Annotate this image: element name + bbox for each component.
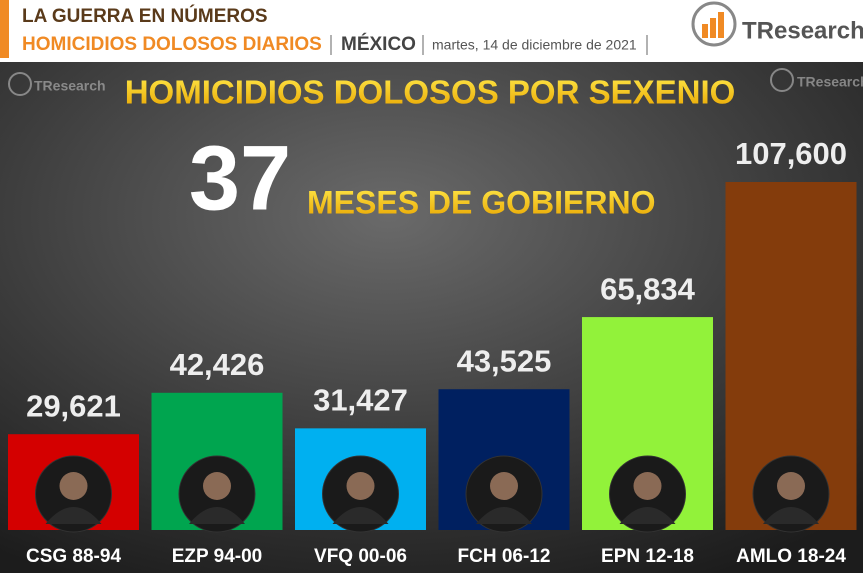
portrait-body: [189, 507, 245, 524]
portrait-body: [45, 507, 102, 524]
category-label: AMLO 18-24: [736, 546, 846, 567]
category-label: VFQ 00-06: [314, 546, 407, 567]
months-label: MESES DE GOBIERNO: [307, 184, 656, 220]
value-label: 29,621: [26, 388, 121, 423]
header-date: martes, 14 de diciembre de 2021: [432, 37, 637, 53]
portrait-body: [476, 507, 532, 524]
category-label: EPN 12-18: [601, 546, 694, 567]
chart-bg: [0, 62, 863, 573]
logo-icon: [691, 1, 737, 47]
portrait-head: [633, 472, 662, 500]
watermark: TResearch: [797, 74, 863, 90]
portrait-head: [490, 472, 518, 500]
months-number: 37: [189, 127, 291, 229]
chart-title: HOMICIDIOS DOLOSOS POR SEXENIO: [125, 74, 736, 111]
portrait-body: [332, 507, 389, 524]
header-subtitle: HOMICIDIOS DOLOSOS DIARIOS: [22, 34, 322, 55]
value-label: 43,525: [457, 343, 552, 378]
value-label: 107,600: [735, 136, 847, 171]
value-label: 65,834: [600, 271, 696, 306]
logo-text: TResearch: [742, 17, 863, 44]
header-location: MÉXICO: [341, 33, 416, 55]
watermark: TResearch: [34, 78, 106, 94]
header-accent: [0, 0, 9, 58]
portrait-head: [59, 472, 88, 500]
category-label: CSG 88-94: [26, 546, 121, 567]
category-label: EZP 94-00: [172, 546, 262, 567]
portrait-head: [346, 472, 375, 500]
value-label: 31,427: [313, 383, 408, 418]
watermark-icon: [8, 72, 32, 96]
portrait-body: [619, 507, 676, 524]
portrait-body: [763, 507, 819, 524]
value-label: 42,426: [170, 347, 265, 382]
portrait-head: [203, 472, 231, 500]
portrait-head: [777, 472, 805, 500]
watermark-icon: [770, 68, 794, 92]
category-label: FCH 06-12: [458, 546, 551, 567]
header-title: LA GUERRA EN NÚMEROS: [22, 5, 268, 27]
